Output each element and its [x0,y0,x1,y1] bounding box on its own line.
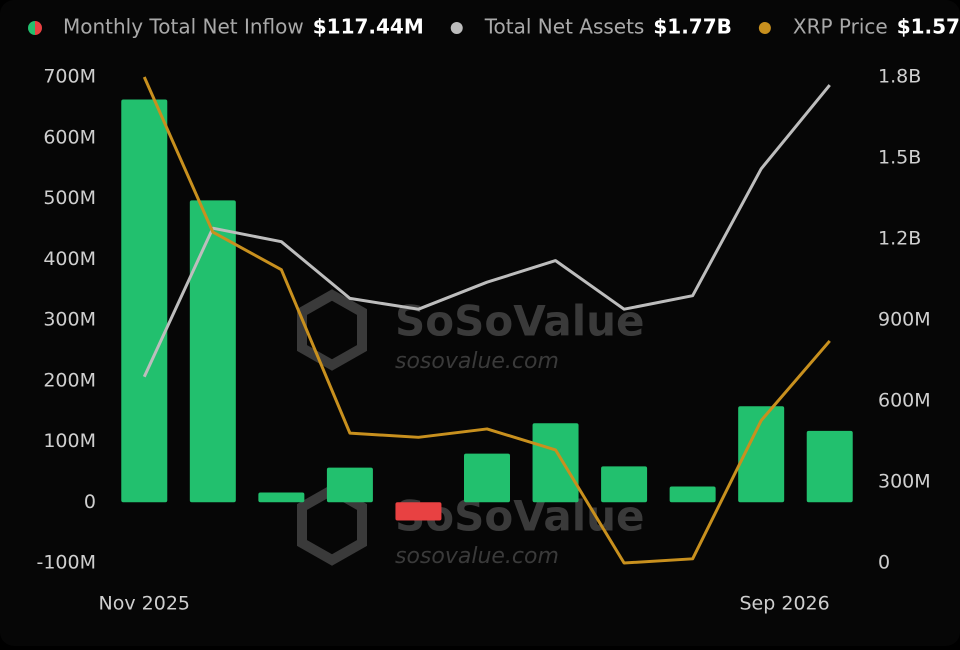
bar [464,453,510,503]
legend-swatch [758,22,771,34]
legend-swatch [450,22,463,34]
legend-swatch [28,21,35,35]
bar [395,502,442,521]
bar [121,99,168,503]
y-tick-label: 300M [43,309,96,331]
bar [258,492,305,503]
bar [738,406,785,503]
watermark-url: sosovalue.com [395,544,559,569]
bar [326,467,373,503]
y-tick-label: 400M [43,248,96,270]
x-tick-label: Nov 2025 [99,593,190,615]
legend-value: $117.44M [313,15,424,39]
y-tick-label: 500M [43,187,96,209]
y-tick-label: 200M [43,369,96,391]
line [142,84,831,378]
watermark-logo [297,289,367,371]
bar [601,466,648,503]
bar [669,486,716,503]
y2-tick-label: 1.8B [878,66,921,88]
y-tick-label: -100M [36,552,96,574]
y-tick-label: 600M [43,126,96,148]
legend-value: $1.77B [653,15,732,39]
legend-value: $1.57 [897,15,960,39]
legend-label: XRP Price [793,15,888,39]
bar [189,200,236,503]
y-tick-label: 100M [43,430,96,452]
y2-tick-label: 1.2B [878,228,921,250]
watermark-brand: SoSoValue [395,297,645,346]
bar [806,430,853,503]
watermark-url: sosovalue.com [395,349,559,374]
legend-label: Monthly Total Net Inflow [63,15,304,39]
legend-swatch [35,21,42,35]
y2-tick-label: 300M [878,471,931,493]
legend: Monthly Total Net Inflow $117.44M Total Ne… [28,15,960,39]
y2-tick-label: 1.5B [878,147,921,169]
legend-label: Total Net Assets [484,15,645,39]
bar [532,423,579,503]
x-tick-label: Sep 2026 [740,593,830,615]
line [142,76,831,565]
plot: -100M 0 100M 200M 300M 400M 500M 600M 700M 0 300M 6… [36,66,930,615]
y-tick-label: 0 [84,491,96,513]
y2-tick-label: 900M [878,309,931,331]
y2-tick-label: 600M [878,390,931,412]
y2-tick-label: 0 [878,552,890,574]
y-tick-label: 700M [43,66,96,88]
